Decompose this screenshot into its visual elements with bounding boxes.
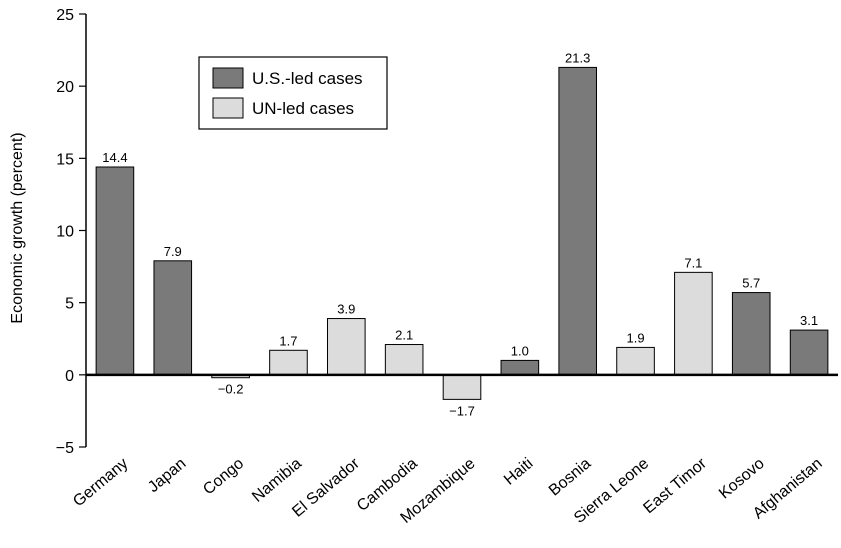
category-label: East Timor xyxy=(640,455,710,518)
bar-namibia xyxy=(269,349,308,376)
y-tick-label: 25 xyxy=(56,7,74,24)
data-label: −1.7 xyxy=(449,403,475,418)
y-tick-label: 10 xyxy=(56,224,74,241)
y-tick-label: 0 xyxy=(65,368,74,385)
legend-label-us: U.S.-led cases xyxy=(252,69,363,88)
y-tick-label: 5 xyxy=(65,296,74,313)
legend-swatch-un xyxy=(212,97,244,119)
category-label: Congo xyxy=(200,455,247,498)
category-label: Germany xyxy=(70,455,131,510)
data-label: 1.9 xyxy=(626,330,644,345)
data-label: 5.7 xyxy=(742,276,760,291)
category-label: Haiti xyxy=(501,455,536,489)
y-tick-label: 20 xyxy=(56,79,74,96)
category-label: Bosnia xyxy=(546,455,594,500)
legend-swatch-us xyxy=(212,67,244,89)
data-label: 3.1 xyxy=(800,313,818,328)
data-label: −0.2 xyxy=(218,382,244,397)
bar-kosovo xyxy=(731,292,771,376)
data-label: 1.7 xyxy=(279,333,297,348)
y-tick-label: 15 xyxy=(56,151,74,168)
y-tick-label: −5 xyxy=(56,440,74,457)
data-labels: 14.4 7.9 −0.2 1.7 3.9 2.1 −1.7 1.0 21.3 1.9 7.1 5.7… xyxy=(102,50,818,418)
bar-haiti xyxy=(500,359,540,376)
data-label: 7.9 xyxy=(164,244,182,259)
data-label: 21.3 xyxy=(565,50,590,65)
bar-el-salvador xyxy=(327,318,366,376)
bar-bosnia xyxy=(558,66,597,376)
data-label: 2.1 xyxy=(395,328,413,343)
bar-germany xyxy=(95,166,135,376)
data-label: 14.4 xyxy=(102,150,127,165)
category-label: Japan xyxy=(145,455,189,496)
category-label: Namibia xyxy=(249,455,305,506)
y-axis: −5 0 5 10 15 20 25 xyxy=(56,7,87,457)
bar-sierra-leone xyxy=(616,346,655,376)
bar-east-timor xyxy=(674,271,713,376)
bar-japan xyxy=(153,260,193,376)
legend: U.S.-led cases UN-led cases xyxy=(198,56,388,130)
y-axis-label: Economic growth (percent) xyxy=(9,132,26,323)
data-label: 3.9 xyxy=(337,302,355,317)
bar-mozambique xyxy=(442,374,482,400)
bar-cambodia xyxy=(384,344,424,376)
bars xyxy=(95,66,829,400)
category-label: Kosovo xyxy=(716,455,768,502)
legend-label-un: UN-led cases xyxy=(252,99,354,118)
data-label: 1.0 xyxy=(511,343,529,358)
bar-afghanistan xyxy=(789,329,829,376)
data-label: 7.1 xyxy=(684,255,702,270)
